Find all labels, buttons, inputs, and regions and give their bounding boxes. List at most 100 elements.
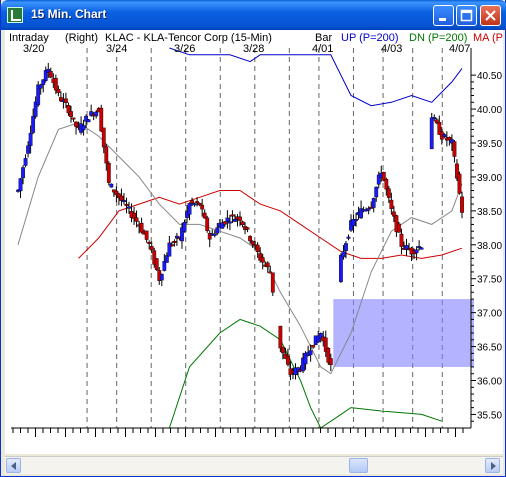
price-bar — [268, 271, 273, 274]
price-bar — [164, 255, 169, 263]
price-bar — [147, 242, 152, 244]
price-bar — [28, 132, 33, 146]
price-bar — [18, 178, 23, 192]
price-bar — [384, 179, 389, 190]
y-tick-label: 40.00 — [477, 105, 502, 116]
price-bar — [172, 240, 177, 243]
price-bar — [414, 249, 419, 254]
date-label: 3/28 — [243, 43, 264, 55]
price-bar — [374, 186, 379, 198]
maximize-icon — [460, 9, 473, 22]
price-bar — [56, 89, 61, 93]
price-bar — [104, 146, 109, 164]
price-bar — [316, 335, 321, 343]
price-bar — [21, 167, 25, 179]
close-button[interactable] — [480, 5, 501, 26]
chart-area[interactable]: 40.50 40.00 39.50 39.00 38.50 38.00 37.50 37.00… — [5, 30, 503, 454]
price-bar — [245, 227, 250, 230]
price-bar — [265, 262, 270, 268]
price-bar — [270, 272, 275, 293]
y-tick-label: 36.50 — [477, 343, 502, 354]
date-label: 3/26 — [174, 43, 195, 55]
price-bar — [366, 208, 371, 211]
horizontal-scrollbar[interactable] — [5, 456, 503, 474]
price-bar — [326, 348, 331, 363]
price-bar — [23, 158, 28, 166]
price-bar — [311, 345, 316, 348]
price-bar — [99, 107, 104, 132]
price-bar — [359, 208, 363, 219]
up-band-line — [169, 47, 463, 107]
price-bar — [190, 200, 194, 204]
ma-line — [78, 190, 463, 259]
y-tick-label: 35.50 — [477, 410, 502, 421]
price-bar — [303, 352, 308, 365]
scroll-right-button[interactable] — [485, 458, 500, 473]
price-bar — [64, 98, 68, 103]
price-bar — [132, 212, 136, 219]
price-bar — [339, 254, 343, 282]
y-tick-label: 37.50 — [477, 275, 502, 286]
price-bar — [346, 236, 351, 239]
price-bar — [455, 163, 459, 179]
price-bar — [200, 204, 205, 210]
price-bar — [154, 258, 159, 270]
price-bar — [169, 244, 174, 247]
price-bar — [460, 196, 464, 213]
date-label: 4/01 — [312, 43, 333, 55]
price-bar — [230, 214, 235, 217]
title-bar[interactable]: 15 Min. Chart — [1, 0, 506, 30]
price-bar — [167, 242, 172, 257]
price-bar — [197, 202, 202, 206]
price-bar — [114, 190, 119, 196]
price-bar — [351, 219, 356, 226]
price-bar — [255, 244, 260, 253]
chart-app-icon[interactable] — [7, 7, 23, 23]
price-bar — [389, 199, 394, 210]
price-bar — [222, 221, 227, 225]
price-bar — [225, 217, 230, 222]
scroll-thumb[interactable] — [349, 458, 368, 473]
price-bar — [43, 70, 48, 81]
scroll-left-button[interactable] — [6, 458, 21, 473]
price-bar — [84, 116, 89, 122]
price-bar — [66, 105, 71, 114]
price-bar — [71, 117, 76, 120]
maximize-button[interactable] — [456, 5, 477, 26]
price-bar — [376, 174, 381, 185]
price-bar — [124, 203, 129, 207]
price-bar — [369, 206, 374, 209]
price-bar — [152, 250, 157, 265]
price-bar — [450, 139, 454, 144]
price-bar — [89, 111, 94, 116]
date-label: 4/03 — [381, 43, 402, 55]
price-bar — [46, 68, 51, 73]
price-bar — [432, 117, 437, 120]
price-bar — [38, 84, 43, 89]
price-bar — [106, 163, 111, 183]
price-bar — [48, 71, 53, 78]
price-bar — [318, 333, 323, 339]
price-bar — [381, 171, 386, 181]
price-chart[interactable]: 40.50 40.00 39.50 39.00 38.50 38.00 37.50 37.00… — [5, 30, 503, 454]
price-bar — [308, 350, 313, 355]
date-label: 3/20 — [23, 43, 44, 55]
price-bar — [69, 111, 73, 117]
price-bar — [134, 217, 139, 222]
price-bar — [258, 253, 263, 261]
header-scale-side: (Right) — [65, 32, 98, 44]
price-bar — [185, 211, 189, 218]
price-bar — [207, 232, 212, 240]
price-bar — [33, 101, 38, 117]
header-up-indicator: UP (P=200) — [341, 32, 399, 44]
price-bar — [74, 121, 78, 127]
price-bar — [457, 173, 462, 194]
minimize-button[interactable] — [433, 5, 454, 26]
price-bar — [233, 218, 237, 222]
price-bar — [122, 200, 126, 202]
price-bar — [180, 227, 184, 242]
price-bar — [328, 358, 333, 366]
price-bar — [144, 230, 149, 240]
price-bar — [397, 223, 401, 233]
